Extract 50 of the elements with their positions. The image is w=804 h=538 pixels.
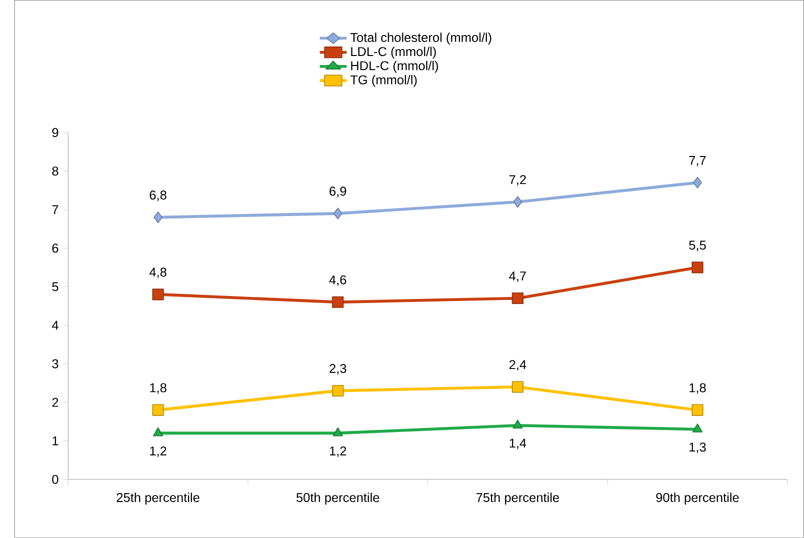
data-label: 6,9 xyxy=(330,186,346,198)
data-label: 5,5 xyxy=(689,240,706,252)
data-label: 1,8 xyxy=(690,383,706,394)
point xyxy=(693,176,702,188)
data-label: 2,4 xyxy=(509,360,526,371)
point xyxy=(512,380,524,393)
y-tick-label: 7 xyxy=(52,205,58,214)
point xyxy=(152,288,164,300)
data-label: 1,4 xyxy=(510,438,526,450)
y-tick-label: 1 xyxy=(52,436,58,446)
y-tick-label: 8 xyxy=(52,166,58,176)
data-label: 6,8 xyxy=(150,190,166,201)
point xyxy=(512,292,524,304)
data-label: 4,6 xyxy=(329,275,346,286)
y-tick-label: 5 xyxy=(52,282,58,292)
data-label: 4,7 xyxy=(509,271,526,282)
y-tick-label: 3 xyxy=(52,359,58,368)
y-tick-label: 6 xyxy=(52,244,58,253)
point xyxy=(692,423,703,432)
y-tick-label: 4 xyxy=(52,320,58,330)
y-tick-label: 0 xyxy=(52,474,58,484)
legend-label: HDL-C (mmol/l) xyxy=(351,60,438,73)
data-label: 2,3 xyxy=(330,364,346,374)
point xyxy=(332,296,344,308)
data-label: 1,2 xyxy=(330,446,346,457)
data-label: 7,2 xyxy=(509,174,526,186)
legend-label: Total cholesterol (mmol/l) xyxy=(350,32,492,44)
data-label: 7,7 xyxy=(689,156,706,166)
data-label: 4,8 xyxy=(149,267,166,278)
data-label: 1,2 xyxy=(150,446,166,457)
point xyxy=(513,196,522,208)
point xyxy=(332,384,344,396)
point xyxy=(154,211,162,224)
legend-label: LDL-C (mmol/l) xyxy=(351,46,436,59)
x-tick-label: 75th percentile xyxy=(476,492,559,504)
data-label: 1,3 xyxy=(690,442,706,454)
point xyxy=(692,262,704,274)
point xyxy=(333,208,342,220)
point xyxy=(332,427,343,436)
point xyxy=(512,420,523,428)
point xyxy=(152,404,164,416)
x-tick-label: 50th percentile xyxy=(296,492,380,504)
x-tick-label: 90th percentile xyxy=(656,492,739,504)
data-label: 1,8 xyxy=(150,383,166,394)
x-tick-label: 25th percentile xyxy=(116,492,200,504)
legend-label: TG (mmol/l) xyxy=(350,74,417,87)
point xyxy=(152,427,164,436)
point xyxy=(692,404,704,416)
y-tick-label: 9 xyxy=(52,128,58,137)
y-tick-label: 2 xyxy=(52,398,58,407)
